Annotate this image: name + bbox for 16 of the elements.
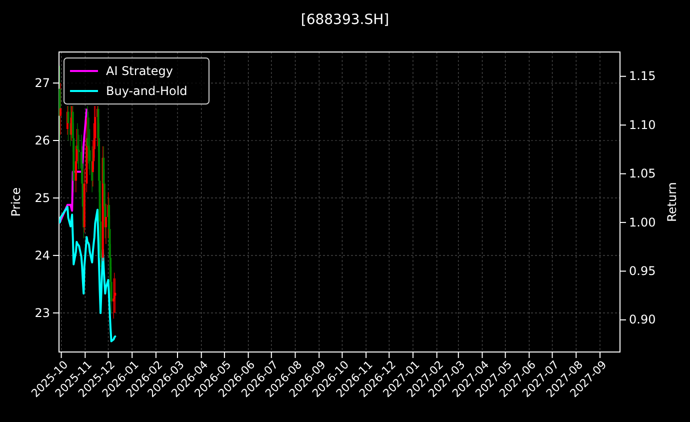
legend-label: Buy-and-Hold: [106, 84, 188, 98]
y-tick-label: 27: [34, 76, 50, 90]
y2-tick-label: 1.15: [629, 69, 656, 84]
y2-axis-title: Return: [665, 182, 679, 222]
y2-tick-label: 1.10: [629, 118, 656, 132]
y2-tick-label: 1.05: [629, 166, 656, 181]
y-tick-label: 25: [34, 190, 50, 205]
y-axis-title: Price: [9, 187, 23, 217]
y-tick-label: 24: [34, 248, 50, 262]
chart-title: [688393.SH]: [300, 12, 390, 28]
y2-tick-label: 1.00: [629, 215, 656, 230]
y-tick-label: 26: [34, 133, 50, 148]
legend-label: AI Strategy: [106, 64, 173, 78]
y2-tick-label: 0.90: [629, 312, 656, 327]
y-tick-label: 23: [34, 306, 50, 320]
y2-tick-label: 0.95: [629, 264, 656, 278]
